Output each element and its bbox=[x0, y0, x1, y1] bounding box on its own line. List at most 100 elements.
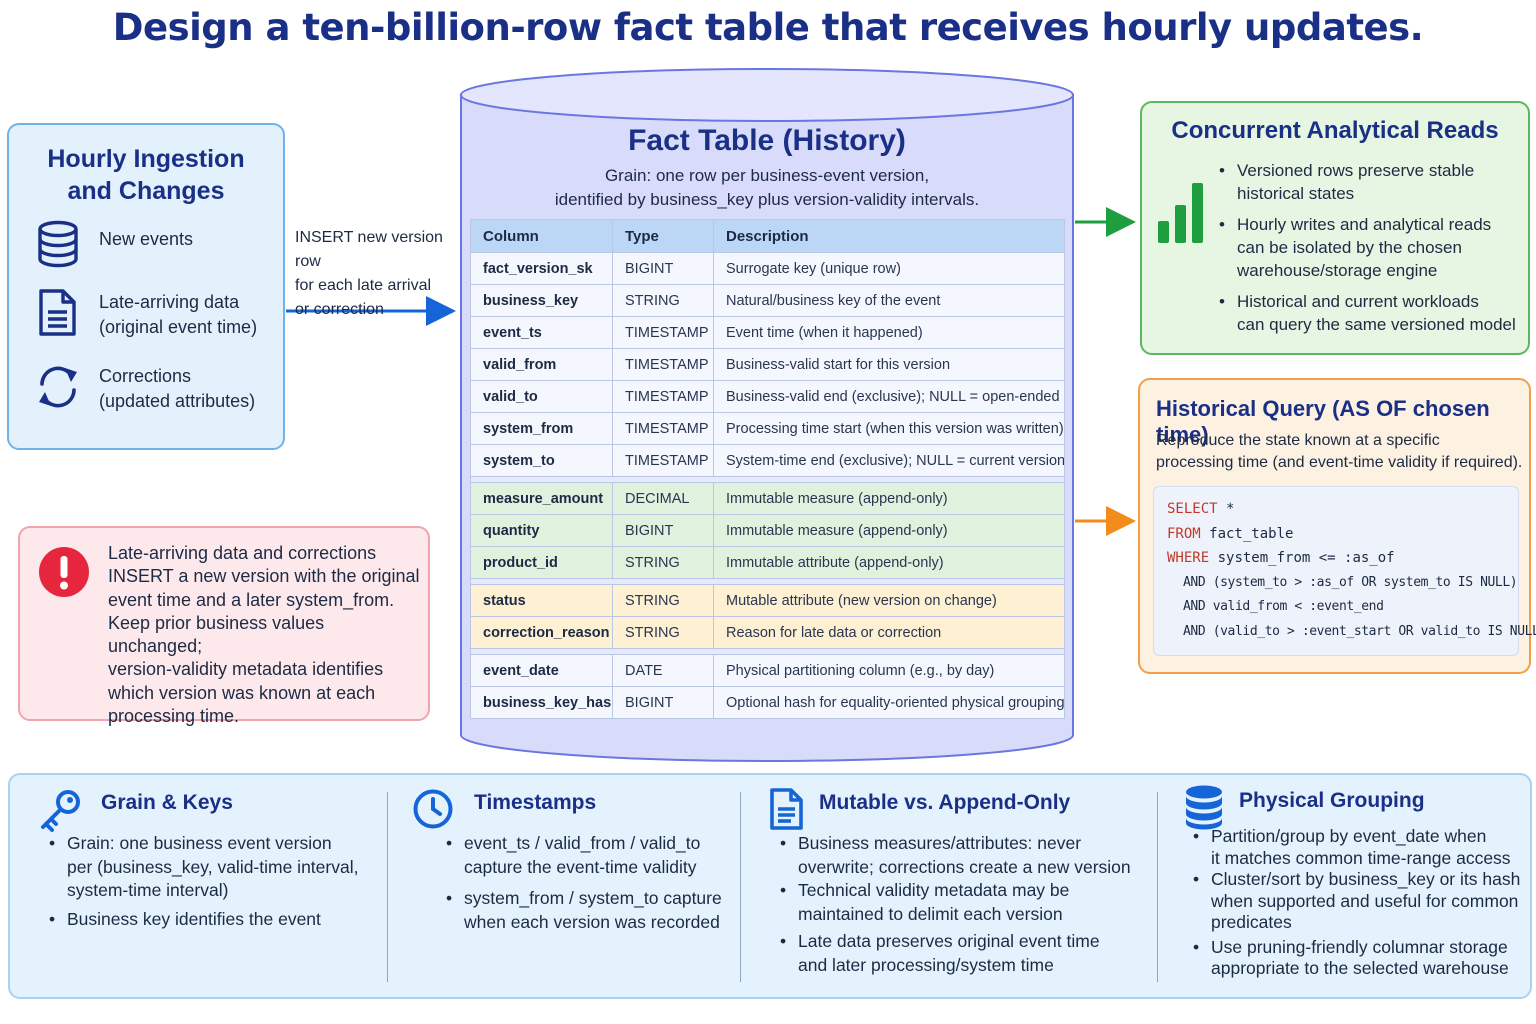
schema-table-body: fact_version_sk BIGINT Surrogate key (uniq… bbox=[470, 252, 1065, 719]
schema-table: Column Type Description fact_version_sk B… bbox=[470, 219, 1065, 719]
header-type: Type bbox=[612, 219, 714, 253]
bullet: event_ts / valid_from / valid_to capture… bbox=[446, 832, 734, 879]
table-row: system_to TIMESTAMP System-time end (exclu… bbox=[470, 444, 1065, 477]
refresh-icon bbox=[39, 366, 77, 408]
page-title: Design a ten-billion-row fact table that… bbox=[112, 6, 1424, 49]
type-cell: TIMESTAMP bbox=[612, 348, 714, 381]
grain-keys-bullets: Grain: one business event version per (b… bbox=[49, 832, 382, 932]
description-cell: Physical partitioning column (e.g., by d… bbox=[713, 654, 1065, 687]
grain-keys-heading: Grain & Keys bbox=[101, 791, 233, 814]
timestamps-section: Timestamps event_ts / valid_from / valid… bbox=[388, 775, 740, 997]
reads-bullet: Historical and current workloads can que… bbox=[1219, 290, 1522, 336]
bullet-line: when each version was recorded bbox=[464, 911, 720, 932]
bullet-line: appropriate to the selected warehouse bbox=[1211, 958, 1509, 978]
sql-code-block: SELECT * FROM fact_table WHERE system_from… bbox=[1153, 486, 1536, 656]
type-cell: DATE bbox=[612, 654, 714, 687]
bullet-line: warehouse/storage engine bbox=[1237, 261, 1438, 280]
bullet-line: Grain: one business event version bbox=[67, 833, 332, 853]
type-cell: STRING bbox=[612, 584, 714, 617]
warning-line: which version was known at each bbox=[108, 682, 376, 703]
description-cell: Mutable attribute (new version on change… bbox=[713, 584, 1065, 617]
description-cell: Immutable attribute (append-only) bbox=[713, 546, 1065, 579]
description-cell: Immutable measure (append-only) bbox=[713, 482, 1065, 515]
document-icon bbox=[39, 289, 76, 336]
column-name-cell: valid_to bbox=[470, 380, 613, 413]
bullet-line: capture the event-time validity bbox=[464, 856, 697, 877]
type-cell: STRING bbox=[612, 284, 714, 317]
sql-line: AND (system_to > :as_of OR system_to IS … bbox=[1167, 571, 1518, 596]
warning-panel: Late-arriving data and corrections INSER… bbox=[18, 526, 430, 726]
clock-icon bbox=[413, 789, 453, 829]
bullet-line: Partition/group by event_date when bbox=[1211, 826, 1487, 846]
database-icon bbox=[38, 220, 78, 268]
type-cell: DECIMAL bbox=[612, 482, 714, 515]
ingestion-item-new-events: New events bbox=[35, 220, 280, 280]
grain-keys-section: Grain & Keys Grain: one business event v… bbox=[10, 775, 387, 997]
sql-text: * bbox=[1217, 501, 1235, 517]
table-row: system_from TIMESTAMP Processing time star… bbox=[470, 412, 1065, 445]
bullet: Business measures/attributes: never over… bbox=[780, 832, 1153, 879]
fact-table-title: Fact Table (History) bbox=[628, 124, 906, 157]
type-cell: TIMESTAMP bbox=[612, 412, 714, 445]
fact-table-subtitle-line1: Grain: one row per business-event versio… bbox=[604, 166, 930, 185]
column-name-cell: event_date bbox=[470, 654, 613, 687]
divider bbox=[1157, 792, 1158, 982]
sql-line: WHERE system_from <= :as_of bbox=[1167, 546, 1518, 571]
reads-bullet: Hourly writes and analytical reads can b… bbox=[1219, 213, 1522, 282]
sql-line: SELECT * bbox=[1167, 497, 1518, 522]
query-description-line: processing time (and event-time validity… bbox=[1156, 454, 1523, 471]
table-row: business_key STRING Natural/business key o… bbox=[470, 284, 1065, 317]
query-panel: Historical Query (AS OF chosen time) Rep… bbox=[1138, 378, 1536, 674]
divider bbox=[387, 792, 388, 982]
warning-line: event time and a later system_from. bbox=[108, 589, 395, 610]
type-cell: BIGINT bbox=[612, 252, 714, 285]
sql-text: AND valid_from < :event_end bbox=[1183, 599, 1384, 614]
mutable-section: Mutable vs. Append-Only Business measure… bbox=[741, 775, 1157, 997]
column-name-cell: event_ts bbox=[470, 316, 613, 349]
column-name-cell: measure_amount bbox=[470, 482, 613, 515]
type-cell: BIGINT bbox=[612, 514, 714, 547]
table-row: correction_reason STRING Reason for late d… bbox=[470, 616, 1065, 649]
mutable-bullets: Business measures/attributes: never over… bbox=[780, 832, 1153, 977]
sql-keyword: SELECT bbox=[1167, 501, 1218, 517]
sql-line: AND valid_from < :event_end bbox=[1167, 595, 1518, 620]
bullet-line: system-time interval) bbox=[67, 880, 229, 900]
bullet-line: Technical validity metadata may be bbox=[798, 880, 1070, 900]
principles-panel: Grain & Keys Grain: one business event v… bbox=[8, 773, 1532, 999]
ingestion-heading-line2: and Changes bbox=[67, 177, 225, 205]
description-cell: Processing time start (when this version… bbox=[713, 412, 1065, 445]
database-icon bbox=[1186, 785, 1222, 830]
bullet: Grain: one business event version per (b… bbox=[49, 832, 382, 903]
warning-line: version-validity metadata identifies bbox=[108, 659, 384, 680]
ingestion-item-late-arriving: Late-arriving data (original event time) bbox=[35, 288, 280, 348]
type-cell: BIGINT bbox=[612, 686, 714, 719]
insert-arrow-label: INSERT new version row for each late arr… bbox=[295, 226, 465, 322]
warning-line: processing time. bbox=[108, 706, 240, 727]
timestamps-heading: Timestamps bbox=[474, 791, 597, 814]
ingestion-item-label: Late-arriving data bbox=[99, 292, 240, 312]
bullet: Cluster/sort by business_key or its hash… bbox=[1193, 869, 1529, 934]
bullet-line: and later processing/system time bbox=[798, 954, 1054, 975]
description-cell: Reason for late data or correction bbox=[713, 616, 1065, 649]
sql-keyword: FROM bbox=[1167, 525, 1201, 542]
table-row: product_id STRING Immutable attribute (app… bbox=[470, 546, 1065, 579]
bullet-line: when supported and useful for common bbox=[1211, 890, 1519, 911]
bullet-line: Use pruning-friendly columnar storage bbox=[1211, 936, 1508, 957]
sql-text: AND (system_to > :as_of OR system_to IS … bbox=[1183, 574, 1518, 590]
physical-grouping-bullets: Partition/group by event_date when it ma… bbox=[1193, 826, 1529, 980]
description-cell: Event time (when it happened) bbox=[713, 316, 1065, 349]
type-cell: STRING bbox=[612, 616, 714, 649]
timestamps-bullets: event_ts / valid_from / valid_to capture… bbox=[446, 832, 734, 934]
ingestion-item-sublabel: (original event time) bbox=[99, 317, 258, 337]
ingestion-item-label: Corrections bbox=[99, 366, 192, 386]
description-cell: System-time end (exclusive); NULL = curr… bbox=[713, 444, 1065, 477]
bullet-line: Cluster/sort by business_key or its hash bbox=[1211, 869, 1521, 889]
bullet-line: overwrite; corrections create a new vers… bbox=[798, 856, 1131, 877]
type-cell: TIMESTAMP bbox=[612, 444, 714, 477]
sql-line: FROM fact_table bbox=[1167, 522, 1518, 547]
sql-text: system_from <= :as_of bbox=[1209, 550, 1395, 566]
bullet-line: Hourly writes and analytical reads bbox=[1237, 215, 1492, 234]
bullet-line: per (business_key, valid-time interval, bbox=[67, 856, 359, 877]
bullet: Business key identifies the event bbox=[49, 908, 382, 932]
ingestion-item-sublabel: (updated attributes) bbox=[99, 391, 256, 411]
